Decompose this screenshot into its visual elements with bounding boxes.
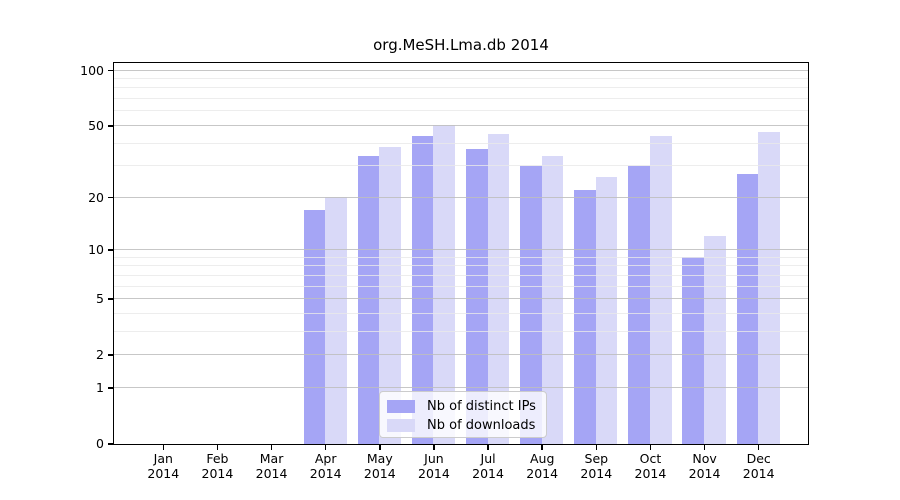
- bar-distinct-ips-oct: [628, 165, 650, 444]
- gridline-3: [113, 330, 808, 332]
- gridline-10: [113, 249, 808, 250]
- x-tick-label-aug: Aug 2014: [526, 451, 559, 481]
- x-tick-label-sep: Sep 2014: [580, 451, 613, 481]
- y-tick-label-10: 10: [88, 242, 104, 257]
- bar-distinct-ips-aug: [520, 165, 542, 444]
- gridline-20: [113, 196, 808, 198]
- y-tick-label-1: 1: [96, 379, 104, 395]
- bar-distinct-ips-may: [357, 155, 380, 444]
- x-tick-label-nov: Nov 2014: [688, 451, 721, 481]
- x-tick-label-dec: Dec 2014: [742, 451, 775, 481]
- x-tick-feb: [216, 444, 219, 450]
- bar-downloads-apr: [325, 197, 347, 444]
- bar-downloads-aug: [541, 155, 564, 444]
- x-tick-dec: [757, 444, 760, 450]
- bar-downloads-jul: [487, 133, 510, 444]
- bar-downloads-jun: [433, 125, 456, 444]
- gridline-60: [113, 110, 808, 112]
- gridline-6: [113, 285, 808, 287]
- bar-distinct-ips-apr: [303, 209, 326, 444]
- y-tick-10: [107, 249, 114, 251]
- gridline-80: [113, 87, 808, 89]
- x-tick-label-may: May 2014: [363, 451, 396, 481]
- y-tick-label-5: 5: [96, 291, 104, 307]
- bar-downloads-sep: [595, 176, 618, 444]
- x-tick-jun: [433, 444, 435, 450]
- y-tick-50: [107, 125, 114, 127]
- x-tick-label-feb: Feb 2014: [201, 451, 234, 481]
- y-tick-5: [107, 298, 114, 300]
- y-tick-100: [107, 69, 114, 72]
- gridline-7: [113, 274, 808, 276]
- y-tick-label-50: 50: [88, 117, 104, 133]
- bar-downloads-may: [379, 147, 401, 444]
- x-tick-may: [379, 444, 381, 450]
- x-tick-oct: [649, 444, 652, 450]
- y-tick-0: [107, 443, 114, 445]
- bar-distinct-ips-nov: [682, 257, 705, 444]
- legend-label-distinct-ips: Nb of distinct IPs: [427, 399, 536, 414]
- chart-legend: Nb of distinct IPs Nb of downloads: [379, 391, 547, 438]
- x-tick-mar: [270, 444, 273, 450]
- gridline-8: [113, 265, 808, 267]
- x-tick-label-jun: Jun 2014: [418, 451, 450, 481]
- bar-distinct-ips-dec: [736, 173, 759, 444]
- x-tick-apr: [324, 444, 327, 450]
- legend-row-downloads: Nb of downloads: [387, 416, 538, 435]
- legend-row-distinct-ips: Nb of distinct IPs: [387, 397, 538, 416]
- x-tick-label-jan: Jan 2014: [147, 451, 180, 481]
- y-tick-label-2: 2: [96, 347, 104, 363]
- x-tick-aug: [541, 444, 543, 450]
- gridline-2: [113, 354, 808, 356]
- chart-title: org.MeSH.Lma.db 2014: [373, 36, 549, 54]
- x-tick-jul: [487, 444, 489, 450]
- y-tick-2: [107, 354, 114, 356]
- y-tick-label-20: 20: [88, 189, 104, 205]
- bar-distinct-ips-jun: [411, 135, 434, 444]
- x-tick-sep: [595, 444, 598, 450]
- x-tick-label-oct: Oct 2014: [634, 451, 667, 481]
- legend-label-downloads: Nb of downloads: [427, 418, 536, 433]
- gridline-4: [113, 312, 808, 314]
- x-tick-label-jul: Jul 2014: [472, 451, 504, 481]
- gridline-30: [113, 165, 808, 167]
- x-tick-label-mar: Mar 2014: [255, 451, 288, 481]
- bar-downloads-nov: [704, 236, 726, 444]
- bar-distinct-ips-sep: [574, 189, 596, 444]
- bar-distinct-ips-jul: [465, 149, 488, 444]
- gridline-70: [113, 98, 808, 100]
- x-tick-nov: [703, 444, 706, 450]
- y-tick-label-0: 0: [96, 436, 104, 451]
- plot-area: [112, 61, 809, 445]
- legend-swatch-downloads: [387, 419, 415, 432]
- gridline-40: [113, 142, 808, 144]
- y-tick-20: [107, 196, 114, 199]
- bar-downloads-oct: [649, 135, 672, 444]
- x-tick-jan: [162, 444, 165, 450]
- gridline-90: [113, 78, 808, 80]
- y-tick-1: [107, 387, 114, 389]
- legend-swatch-distinct-ips: [387, 400, 415, 413]
- gridline-100: [113, 69, 808, 71]
- bar-downloads-dec: [758, 132, 780, 444]
- x-tick-label-apr: Apr 2014: [309, 451, 342, 481]
- y-tick-label-100: 100: [80, 62, 104, 78]
- gridline-1: [113, 386, 808, 388]
- gridline-5: [113, 298, 808, 300]
- gridline-50: [113, 124, 808, 126]
- gridline-9: [113, 256, 808, 258]
